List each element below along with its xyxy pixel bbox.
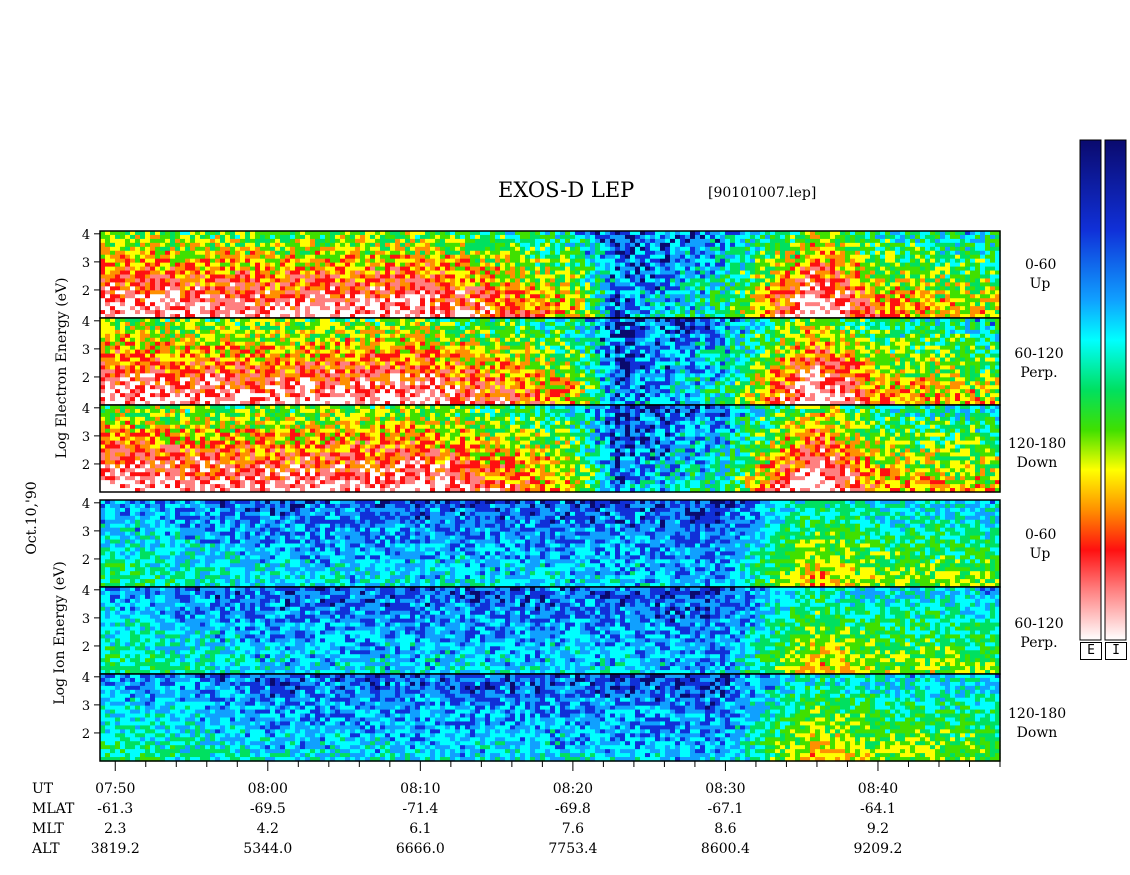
y-tick-label: 3 [82,525,90,540]
mlt-value: 2.3 [65,821,165,837]
panel-ion-up [100,500,1001,588]
panel-direction: Up [1025,545,1055,564]
panel-label-5: 60-120 Perp. [1014,615,1064,653]
date-label: Oct.10,'90 [24,468,40,568]
y-tick-label: 2 [82,640,90,655]
ut-value: 07:50 [65,781,165,797]
ut-row-label: UT [32,781,53,797]
mlt-value: 7.6 [523,821,623,837]
ut-value: 08:30 [675,781,775,797]
panel-direction: Perp. [1014,364,1064,383]
y-tick-label: 4 [82,402,90,417]
mlt-row-label: MLT [32,821,64,837]
y-tick-label: 2 [82,284,90,299]
spectrogram-panels [100,231,1001,762]
mlat-value: -71.4 [370,801,470,817]
panel-ion-perp [100,587,1001,675]
panel-electron-perp [100,318,1001,406]
mlt-value: 9.2 [828,821,928,837]
ion-colorbar-tag: I [1105,642,1127,660]
panel-angle: 0-60 [1025,526,1055,545]
panel-angle: 60-120 [1014,615,1064,634]
y-tick-label: 3 [82,256,90,271]
y-tick-label: 4 [82,497,90,512]
colorbars [1080,140,1126,640]
mlat-value: -64.1 [828,801,928,817]
panel-ion-down [100,674,1001,762]
mlat-value: -67.1 [675,801,775,817]
panel-label-2: 60-120 Perp. [1014,345,1064,383]
panel-angle: 120-180 [1008,705,1066,724]
y-tick-label: 4 [82,228,90,243]
panel-angle: 60-120 [1014,345,1064,364]
mlt-value: 6.1 [370,821,470,837]
y-tick-label: 2 [82,553,90,568]
mlt-value: 8.6 [675,821,775,837]
alt-value: 9209.2 [828,841,928,857]
ut-value: 08:10 [370,781,470,797]
y-tick-label: 2 [82,458,90,473]
ion-y-axis-label: Log Ion Energy (eV) [52,523,68,743]
panel-electron-down [100,405,1001,493]
panel-direction: Down [1008,454,1066,473]
y-tick-label: 4 [82,584,90,599]
y-tick-label: 3 [82,430,90,445]
electron-y-axis-label: Log Electron Energy (eV) [54,248,70,488]
mlat-value: -69.5 [218,801,318,817]
panel-label-6: 120-180 Down [1008,705,1066,743]
y-tick-label: 2 [82,371,90,386]
alt-value: 6666.0 [370,841,470,857]
panel-direction: Down [1008,724,1066,743]
panel-direction: Perp. [1014,634,1064,653]
y-tick-label: 3 [82,343,90,358]
mlat-value: -61.3 [65,801,165,817]
panel-angle: 0-60 [1025,256,1055,275]
y-tick-label: 3 [82,612,90,627]
ut-value: 08:20 [523,781,623,797]
panel-label-4: 0-60 Up [1025,526,1055,564]
mlt-value: 4.2 [218,821,318,837]
alt-value: 3819.2 [65,841,165,857]
panel-direction: Up [1025,275,1055,294]
electron-colorbar [1080,140,1101,640]
y-tick-label: 4 [82,315,90,330]
ion-colorbar [1105,140,1126,640]
y-tick-label: 3 [82,699,90,714]
ut-value: 08:00 [218,781,318,797]
panel-label-3: 120-180 Down [1008,435,1066,473]
alt-value: 7753.4 [523,841,623,857]
y-tick-label: 4 [82,671,90,686]
panel-electron-up [100,231,1001,319]
panel-label-1: 0-60 Up [1025,256,1055,294]
alt-value: 8600.4 [675,841,775,857]
electron-colorbar-tag: E [1080,642,1102,660]
y-tick-label: 2 [82,727,90,742]
alt-row-label: ALT [32,841,60,857]
panel-angle: 120-180 [1008,435,1066,454]
ut-value: 08:40 [828,781,928,797]
alt-value: 5344.0 [218,841,318,857]
mlat-value: -69.8 [523,801,623,817]
